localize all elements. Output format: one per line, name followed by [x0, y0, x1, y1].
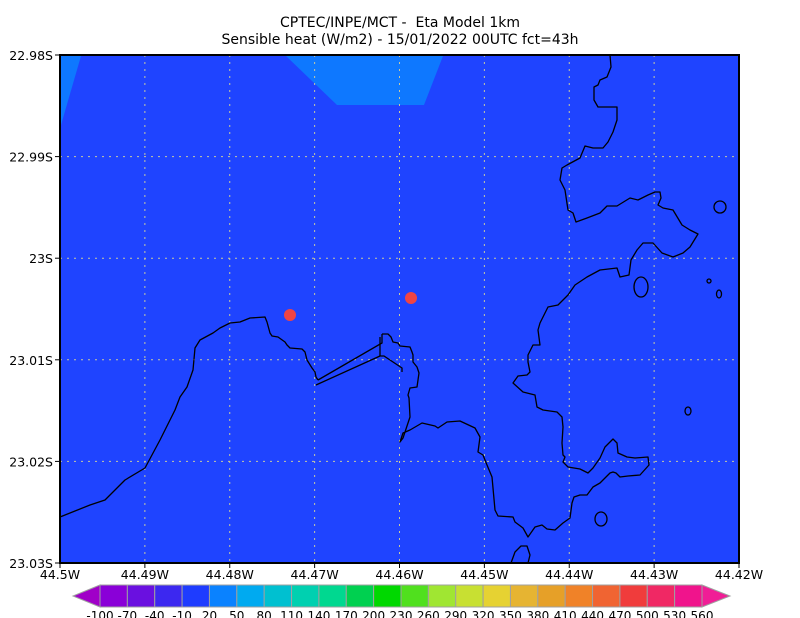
sensible-heat-field-light-corner: [61, 56, 81, 125]
lon-label: 44.47W: [291, 567, 339, 582]
colorbar-swatch: [263, 584, 293, 608]
colorbar-label: -40: [145, 609, 165, 618]
location-marker: [405, 292, 417, 304]
lat-label: 23.03S: [9, 556, 53, 571]
title-line-1: CPTEC/INPE/MCT - Eta Model 1km: [280, 15, 520, 31]
lon-label: 44.44W: [545, 567, 593, 582]
colorbar-label: 470: [608, 609, 631, 618]
lat-label: 23.02S: [9, 454, 53, 469]
colorbar-label: 140: [307, 609, 330, 618]
coastline: [59, 54, 727, 564]
colorbar-label: 560: [691, 609, 714, 618]
island: [715, 289, 723, 299]
breakwater-2: [315, 355, 403, 386]
colorbar-label: 290: [444, 609, 467, 618]
latitude-axis: 22.98S 22.99S 23S 23.01S 23.02S 23.03S: [9, 48, 60, 571]
lon-label: 44.48W: [206, 567, 254, 582]
lat-label: 22.98S: [9, 48, 53, 63]
colorbar-under-arrow: [71, 584, 101, 608]
colorbar-label: 20: [202, 609, 217, 618]
coastline-south: [510, 545, 531, 564]
sensible-heat-field-light-region: [286, 56, 443, 105]
colorbar-label: 200: [362, 609, 385, 618]
colorbar-label: 440: [581, 609, 604, 618]
lat-label: 23S: [29, 251, 53, 266]
grid-lines: [60, 55, 739, 563]
colorbar-label: 110: [280, 609, 303, 618]
colorbar-swatch: [236, 584, 265, 608]
colorbar-label: 350: [499, 609, 522, 618]
colorbar-swatch: [291, 584, 320, 608]
colorbar-label: -100: [86, 609, 113, 618]
breakwater: [317, 334, 383, 381]
colorbar-swatch: [154, 584, 183, 608]
colorbar: -100 -70 -40 -10 20 50 80 110 140 170 200 230 260 290…: [71, 584, 732, 618]
colorbar-swatch: [99, 584, 128, 608]
colorbar-label: 410: [554, 609, 577, 618]
lon-label: 44.42W: [715, 567, 763, 582]
longitude-axis: 44.5W 44.49W 44.48W 44.47W 44.46W 44.45W 44.44…: [40, 563, 763, 582]
colorbar-swatch: [373, 584, 402, 608]
colorbar-label: -10: [172, 609, 192, 618]
colorbar-swatch: [400, 584, 429, 608]
colorbar-swatch: [126, 584, 156, 608]
colorbar-label: 260: [417, 609, 440, 618]
colorbar-label: 320: [472, 609, 495, 618]
colorbar-label: 50: [229, 609, 244, 618]
colorbar-swatch: [208, 584, 238, 608]
colorbar-swatch: [646, 584, 676, 608]
lon-label: 44.5W: [40, 567, 80, 582]
coastline-east: [382, 54, 699, 538]
colorbar-label: 80: [257, 609, 272, 618]
lat-label: 22.99S: [9, 150, 53, 165]
colorbar-swatch: [509, 584, 539, 608]
lon-label: 44.45W: [460, 567, 508, 582]
lat-label: 23.01S: [9, 353, 53, 368]
island: [594, 511, 608, 527]
colorbar-swatch: [674, 584, 703, 608]
colorbar-swatch: [318, 584, 347, 608]
colorbar-label: 170: [335, 609, 358, 618]
colorbar-swatch: [619, 584, 648, 608]
colorbar-swatch: [427, 584, 457, 608]
map-area: [59, 54, 740, 564]
colorbar-swatch: [455, 584, 484, 608]
lon-label: 44.49W: [121, 567, 169, 582]
colorbar-label: 230: [390, 609, 413, 618]
colorbar-swatch: [482, 584, 511, 608]
colorbar-label: -70: [118, 609, 138, 618]
colorbar-swatch: [345, 584, 375, 608]
lon-label: 44.46W: [375, 567, 423, 582]
colorbar-swatch: [592, 584, 621, 608]
colorbar-swatch: [181, 584, 210, 608]
colorbar-label: 380: [526, 609, 549, 618]
location-marker: [284, 309, 296, 321]
colorbar-over-arrow: [701, 584, 732, 608]
colorbar-swatch: [537, 584, 566, 608]
title-line-2: Sensible heat (W/m2) - 15/01/2022 00UTC …: [221, 32, 578, 48]
lon-label: 44.43W: [630, 567, 678, 582]
colorbar-label: 500: [636, 609, 659, 618]
colorbar-label: 530: [663, 609, 686, 618]
colorbar-swatch: [564, 584, 594, 608]
island: [684, 406, 692, 416]
island: [706, 278, 712, 284]
island: [713, 200, 727, 214]
island: [633, 276, 649, 298]
coastline-west: [59, 316, 319, 518]
